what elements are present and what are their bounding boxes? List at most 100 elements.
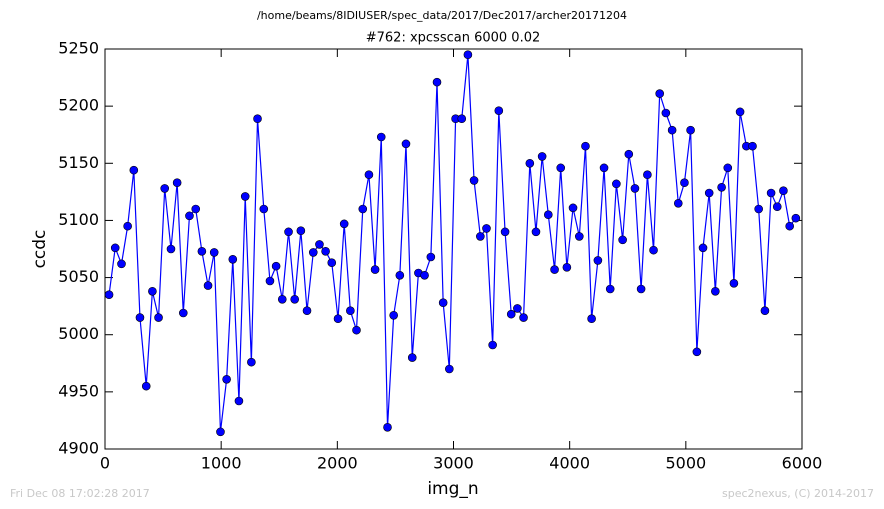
- data-point: [754, 204, 763, 214]
- x-tick-label: 0: [100, 454, 110, 473]
- data-point: [624, 149, 634, 159]
- data-point: [172, 178, 182, 188]
- data-point: [531, 227, 541, 237]
- plot-frame: [104, 48, 803, 450]
- data-point: [729, 278, 739, 288]
- data-point: [562, 262, 572, 272]
- data-point: [698, 243, 708, 253]
- data-point: [506, 309, 516, 319]
- data-point: [277, 294, 287, 304]
- data-point: [197, 246, 207, 256]
- data-point: [766, 188, 776, 198]
- y-tick-label: 5000: [58, 324, 99, 343]
- data-point: [407, 353, 417, 362]
- data-point: [117, 259, 126, 269]
- data-point: [513, 304, 522, 313]
- data-point: [655, 89, 664, 98]
- y-tick-label: 4950: [58, 381, 99, 400]
- y-tick-label: 5050: [58, 267, 99, 286]
- data-point: [735, 107, 745, 117]
- y-axis-label: ccdc: [30, 230, 50, 269]
- x-tick-label: 6000: [782, 454, 823, 473]
- data-point: [723, 163, 733, 173]
- data-point: [704, 188, 714, 198]
- data-point: [605, 284, 615, 294]
- data-point: [401, 139, 411, 149]
- data-point: [160, 184, 170, 193]
- data-point: [692, 347, 702, 357]
- x-tick-label: 3000: [433, 454, 474, 473]
- data-point: [104, 290, 114, 300]
- data-point: [364, 170, 374, 180]
- data-point: [339, 219, 349, 229]
- data-point: [346, 306, 355, 316]
- data-point: [488, 340, 497, 350]
- data-point: [228, 254, 238, 264]
- data-point: [253, 114, 262, 124]
- data-point: [556, 163, 566, 173]
- data-point: [673, 198, 683, 208]
- data-point: [785, 221, 794, 231]
- data-point: [370, 265, 380, 274]
- data-point: [302, 306, 312, 316]
- data-point: [271, 261, 281, 271]
- data-point: [482, 224, 491, 233]
- data-point: [395, 270, 405, 280]
- data-point: [247, 357, 256, 367]
- data-point: [203, 281, 213, 290]
- data-point: [284, 227, 293, 237]
- data-point: [568, 203, 578, 213]
- data-point: [290, 294, 300, 304]
- data-point: [333, 314, 343, 324]
- data-point: [587, 314, 596, 324]
- data-point: [191, 204, 201, 214]
- data-point: [358, 204, 368, 214]
- data-point: [636, 284, 646, 294]
- data-point: [240, 192, 250, 201]
- y-tick-label: 5100: [58, 210, 99, 229]
- data-line: [108, 54, 797, 432]
- data-point: [649, 245, 658, 255]
- data-point: [593, 256, 603, 265]
- data-point: [178, 308, 188, 318]
- data-point: [581, 141, 590, 151]
- x-axis-label: img_n: [427, 479, 478, 499]
- data-point: [135, 313, 145, 322]
- footer-right: spec2nexus, (C) 2014-2017: [722, 487, 874, 500]
- data-point: [500, 227, 510, 237]
- data-point: [234, 396, 244, 406]
- data-point: [612, 179, 621, 189]
- data-point: [779, 186, 788, 196]
- y-tick-label: 4900: [58, 439, 99, 458]
- data-point: [321, 246, 330, 256]
- data-point: [748, 141, 757, 151]
- data-point: [154, 313, 163, 322]
- data-point: [463, 50, 473, 60]
- x-tick-label: 2000: [317, 454, 358, 473]
- data-point: [525, 158, 535, 168]
- data-point: [630, 184, 640, 193]
- data-point: [680, 178, 689, 188]
- data-point: [667, 125, 677, 135]
- data-point: [618, 235, 627, 245]
- suptitle: /home/beams/8IDIUSER/spec_data/2017/Dec2…: [257, 9, 627, 22]
- data-point: [643, 170, 652, 180]
- data-point: [389, 310, 398, 320]
- data-point: [296, 226, 306, 236]
- data-point: [166, 244, 176, 254]
- data-point: [148, 286, 157, 296]
- y-tick-label: 5200: [58, 96, 99, 115]
- data-point: [308, 248, 318, 257]
- data-point: [222, 374, 231, 384]
- data-point: [550, 265, 559, 274]
- chart-title: #762: xpcsscan 6000 0.02: [366, 31, 541, 46]
- data-point: [519, 313, 528, 322]
- data-point: [185, 211, 194, 221]
- data-point: [717, 182, 726, 192]
- data-point: [141, 381, 151, 391]
- data-point: [599, 163, 609, 173]
- data-point: [315, 240, 324, 249]
- data-point: [772, 202, 782, 212]
- data-point: [711, 286, 720, 296]
